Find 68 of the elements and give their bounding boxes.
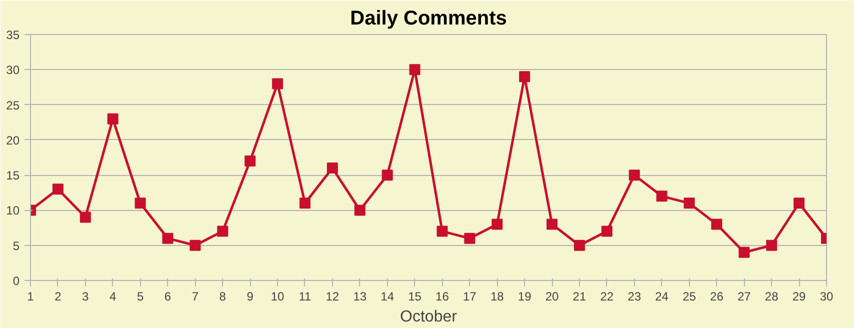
point	[766, 240, 778, 251]
point	[628, 170, 640, 181]
point	[711, 218, 722, 230]
y-tick-label: 30	[6, 63, 20, 78]
y-tick-label: 20	[6, 133, 20, 148]
y-tick-label: 0	[12, 274, 20, 288]
x-tick-label: 1	[27, 290, 34, 304]
x-tick-label: 28	[764, 290, 779, 304]
point	[464, 232, 476, 244]
x-tick-label: 6	[164, 290, 172, 304]
y-tick-label: 15	[6, 168, 20, 183]
x-tick-label: 3	[82, 290, 90, 304]
point	[684, 198, 695, 209]
x-tick-label: 27	[737, 290, 752, 304]
point	[107, 113, 118, 124]
point	[492, 218, 503, 230]
point	[162, 232, 174, 244]
x-tick-label: 30	[820, 290, 834, 304]
point	[52, 184, 64, 195]
x-tick-label: 26	[710, 290, 724, 304]
x-tick-label: 10	[270, 290, 285, 304]
point	[519, 71, 530, 82]
y-tick-label: 10	[6, 204, 20, 218]
x-tick-label: 8	[219, 290, 226, 304]
x-tick-label: 20	[545, 290, 560, 304]
point	[299, 198, 310, 209]
point	[738, 246, 750, 258]
point	[134, 198, 146, 209]
point	[574, 240, 585, 251]
point	[794, 198, 805, 209]
x-tick-label: 7	[192, 290, 199, 304]
point	[409, 64, 420, 76]
point	[436, 226, 448, 237]
x-tick-label: 23	[628, 290, 642, 304]
x-tick-label: 4	[110, 290, 117, 304]
point	[272, 78, 284, 90]
x-tick-label: 17	[463, 290, 477, 304]
x-tick-label: 13	[353, 290, 367, 304]
point	[244, 156, 256, 167]
x-tick-label: 18	[490, 290, 504, 304]
x-tick-label: 12	[326, 290, 340, 304]
point	[546, 218, 558, 230]
point	[354, 204, 366, 216]
point	[217, 226, 228, 237]
x-tick-label: 19	[518, 290, 532, 304]
point	[601, 226, 612, 237]
point	[382, 170, 393, 181]
point	[326, 162, 338, 174]
x-axis-title: October	[400, 308, 458, 326]
point	[80, 212, 91, 223]
x-tick-label: 29	[792, 290, 806, 304]
x-tick-label: 11	[298, 290, 312, 304]
y-tick-label: 25	[6, 98, 20, 112]
x-tick-label: 22	[600, 290, 614, 304]
y-tick-label: 5	[12, 238, 20, 253]
x-tick-label: 2	[54, 290, 62, 304]
point	[190, 240, 201, 251]
chart-title: Daily Comments	[350, 8, 507, 30]
point	[656, 190, 668, 202]
x-tick-label: 24	[655, 290, 669, 304]
x-tick-label: 9	[246, 290, 254, 304]
x-tick-label: 16	[436, 290, 450, 304]
x-tick-label: 25	[682, 290, 696, 304]
x-tick-label: 21	[572, 290, 586, 304]
x-tick-label: 14	[380, 290, 394, 304]
y-tick-label: 35	[6, 28, 20, 42]
x-tick-label: 5	[136, 290, 144, 304]
x-tick-label: 15	[408, 290, 422, 304]
